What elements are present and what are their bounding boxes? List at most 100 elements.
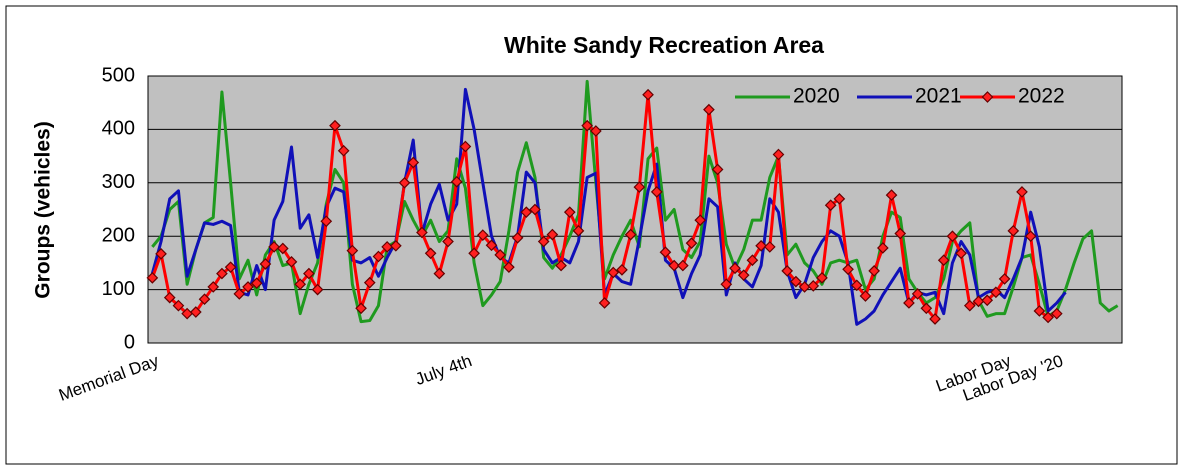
data-point <box>624 228 637 241</box>
data-point <box>546 228 559 241</box>
data-point <box>520 206 533 219</box>
data-point <box>946 230 959 243</box>
data-point <box>450 175 463 188</box>
data-point <box>1024 230 1037 243</box>
legend-label: 2021 <box>915 85 962 108</box>
data-point <box>816 272 828 284</box>
data-point <box>972 295 985 308</box>
data-point <box>416 226 428 239</box>
data-point <box>303 267 315 280</box>
data-point <box>720 278 733 291</box>
y-axis-label: Groups (vehicles) <box>32 121 55 298</box>
data-point <box>737 269 750 282</box>
y-tick-label: 0 <box>124 331 135 353</box>
data-point <box>250 277 263 290</box>
data-point <box>407 156 420 169</box>
data-point <box>224 261 237 274</box>
data-point <box>207 281 220 293</box>
data-point <box>990 286 1002 299</box>
data-point <box>981 294 994 307</box>
legend-label: 2020 <box>793 85 840 108</box>
data-point <box>511 231 524 244</box>
y-tick-label: 300 <box>102 171 135 193</box>
y-tick-label: 400 <box>102 118 135 140</box>
data-point <box>476 229 489 241</box>
data-point <box>703 103 715 116</box>
data-point <box>555 259 567 272</box>
data-point <box>850 279 863 292</box>
data-point <box>763 241 776 253</box>
data-point <box>1007 225 1020 237</box>
data-point <box>772 148 785 161</box>
y-tick-label: 500 <box>102 64 135 86</box>
data-point <box>337 144 350 157</box>
data-point <box>668 259 680 272</box>
data-point <box>581 119 594 132</box>
data-point <box>607 266 620 279</box>
data-point <box>494 249 507 261</box>
y-tick-label: 100 <box>102 278 135 300</box>
data-point <box>876 242 889 254</box>
data-point <box>529 203 541 216</box>
data-point <box>929 313 941 325</box>
data-point <box>320 215 333 228</box>
data-point <box>242 281 254 293</box>
data-point <box>198 293 211 306</box>
data-point <box>381 241 394 253</box>
data-point <box>172 299 185 312</box>
data-point <box>442 235 454 248</box>
data-point <box>1033 305 1046 317</box>
data-point <box>998 273 1011 285</box>
data-point <box>911 288 924 300</box>
data-point <box>276 242 289 255</box>
data-point <box>711 163 724 176</box>
data-point <box>642 88 654 101</box>
data-point <box>163 291 176 304</box>
data-point <box>389 239 402 252</box>
data-point <box>598 297 611 309</box>
data-point <box>676 259 689 272</box>
data-point <box>433 267 446 280</box>
data-point <box>685 237 698 249</box>
data-point <box>937 254 950 267</box>
data-point <box>807 280 820 292</box>
data-point <box>155 247 167 260</box>
data-point <box>424 247 437 260</box>
data-point <box>355 302 367 315</box>
data-point <box>485 239 498 252</box>
data-point <box>346 244 359 257</box>
data-point <box>859 290 872 302</box>
data-point <box>842 263 854 276</box>
data-point <box>216 267 228 280</box>
data-point <box>920 302 933 315</box>
data-point <box>285 255 298 268</box>
data-point <box>694 214 707 227</box>
plot-border <box>147 75 1123 344</box>
legend-label: 2022 <box>1018 85 1065 108</box>
data-point <box>903 297 915 309</box>
data-point <box>363 276 376 289</box>
data-point <box>729 262 741 275</box>
data-point <box>963 299 976 312</box>
data-point <box>746 254 759 267</box>
data-point <box>1016 186 1028 198</box>
data-point <box>659 246 672 259</box>
data-point <box>537 235 550 248</box>
data-point <box>868 265 881 277</box>
data-point <box>572 225 585 237</box>
data-point <box>755 239 767 252</box>
data-point <box>790 275 802 288</box>
data-point <box>294 278 307 291</box>
data-point <box>468 247 480 260</box>
data-point <box>633 181 646 193</box>
data-point <box>781 265 794 277</box>
data-point <box>268 241 280 253</box>
data-point <box>329 119 341 132</box>
data-point <box>833 192 846 205</box>
data-point <box>259 258 272 270</box>
data-point <box>616 263 628 276</box>
data-point <box>798 281 811 293</box>
data-point <box>955 247 967 260</box>
data-point <box>1042 311 1054 324</box>
